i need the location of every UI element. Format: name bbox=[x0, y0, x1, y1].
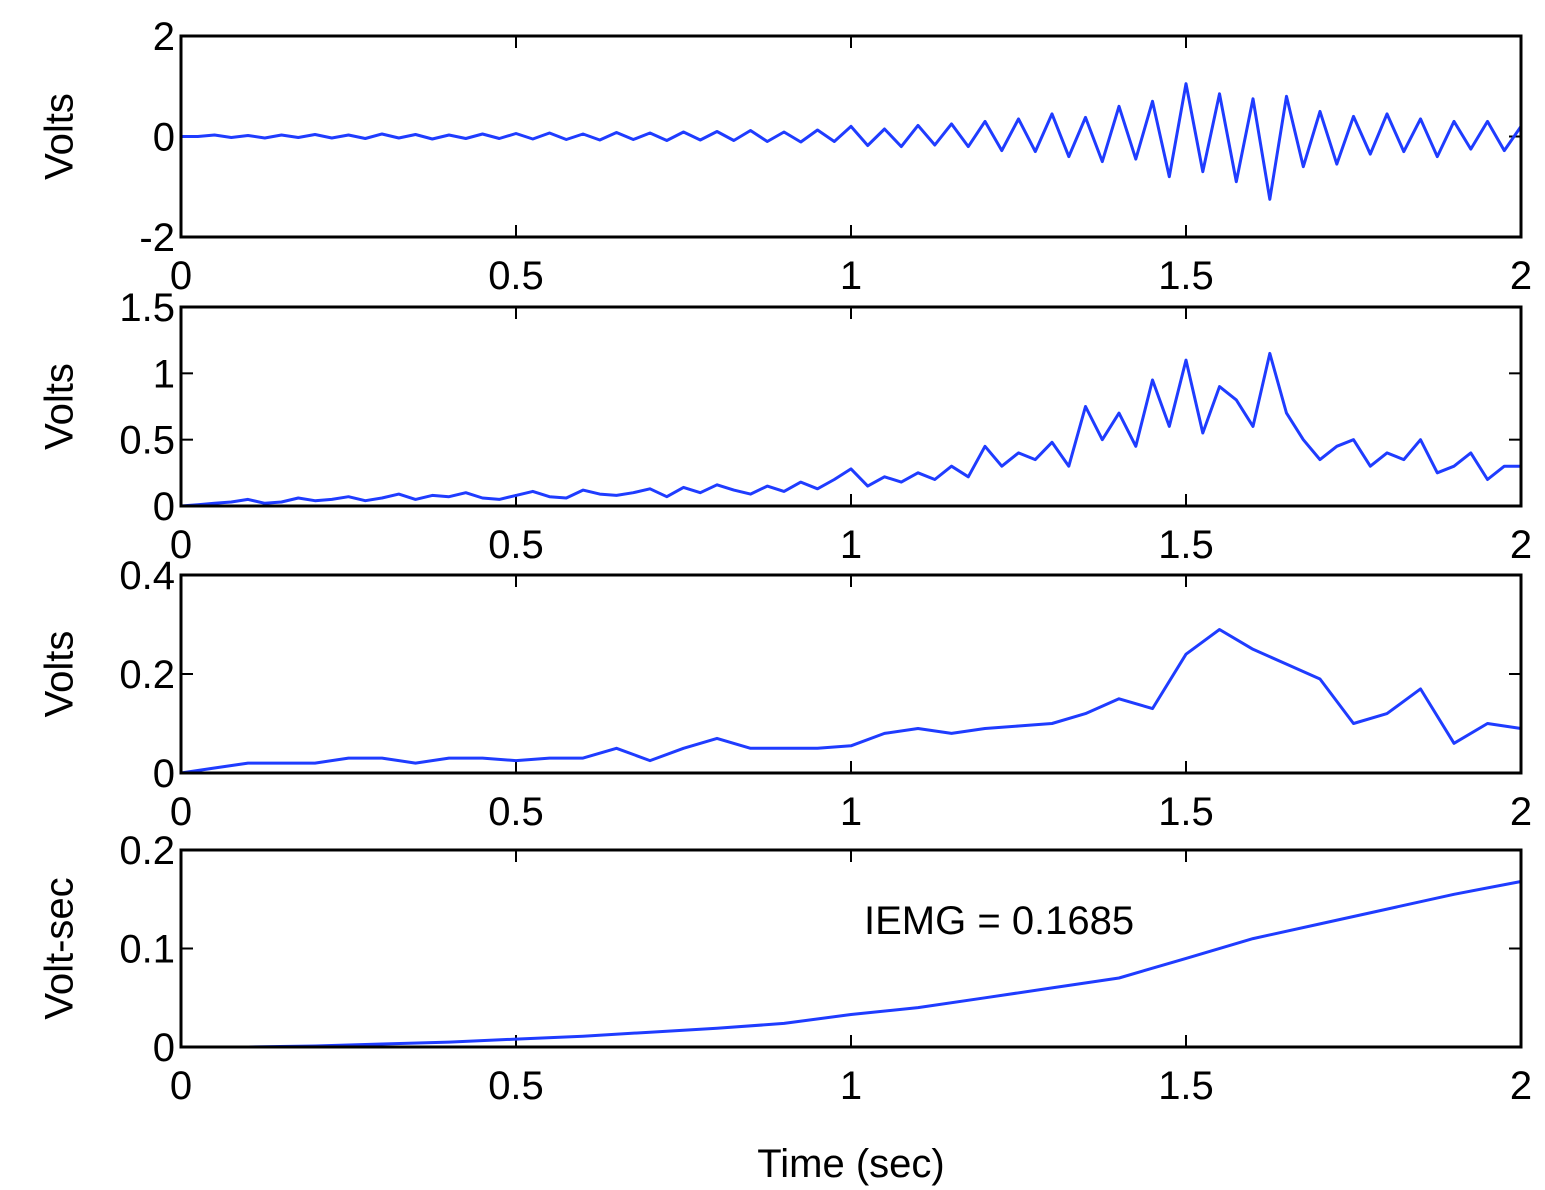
y-tick-label: 0.4 bbox=[119, 554, 175, 598]
x-tick-label: 1 bbox=[840, 1064, 862, 1108]
y-tick-label: 0.2 bbox=[119, 829, 175, 873]
y-axis-label: Volts bbox=[38, 631, 82, 718]
y-tick-label: 0 bbox=[153, 752, 175, 796]
x-tick-label: 1.5 bbox=[1158, 1064, 1214, 1108]
x-tick-label: 0 bbox=[170, 254, 192, 298]
x-axis-label: Time (sec) bbox=[757, 1142, 944, 1186]
y-tick-label: 0.1 bbox=[119, 928, 175, 972]
x-tick-label: 2 bbox=[1510, 254, 1532, 298]
y-tick-label: 1 bbox=[153, 352, 175, 396]
x-tick-label: 0 bbox=[170, 1064, 192, 1108]
x-tick-label: 1.5 bbox=[1158, 254, 1214, 298]
signal-line bbox=[181, 82, 1523, 201]
y-tick-label: 0 bbox=[153, 116, 175, 160]
x-tick-label: 1 bbox=[840, 254, 862, 298]
x-tick-label: 0 bbox=[170, 523, 192, 567]
plot-frame bbox=[179, 305, 1523, 508]
x-tick-label: 0 bbox=[170, 790, 192, 834]
y-tick-label: 1.5 bbox=[119, 286, 175, 330]
plot-frame bbox=[179, 34, 1523, 239]
x-tick-label: 0.5 bbox=[488, 254, 544, 298]
signal-line bbox=[180, 628, 1522, 775]
x-tick-label: 2 bbox=[1510, 1064, 1532, 1108]
y-axis-label: Volt-sec bbox=[38, 877, 82, 1019]
x-tick-label: 2 bbox=[1510, 523, 1532, 567]
y-tick-label: 0 bbox=[153, 1026, 175, 1070]
x-tick-label: 2 bbox=[1510, 790, 1532, 834]
x-tick-label: 0.5 bbox=[488, 790, 544, 834]
x-tick-label: 0.5 bbox=[488, 523, 544, 567]
y-axis-label: Volts bbox=[38, 93, 82, 180]
plot-frame bbox=[179, 573, 1523, 775]
y-tick-label: 0.2 bbox=[119, 653, 175, 697]
x-tick-label: 1 bbox=[840, 523, 862, 567]
x-tick-label: 1.5 bbox=[1158, 523, 1214, 567]
y-axis-label: Volts bbox=[38, 363, 82, 450]
x-tick-label: 0.5 bbox=[488, 1064, 544, 1108]
signal-line bbox=[181, 880, 1522, 1049]
x-tick-label: 1 bbox=[840, 790, 862, 834]
y-tick-label: 0.5 bbox=[119, 419, 175, 463]
plot-frame bbox=[179, 848, 1523, 1049]
y-tick-label: 0 bbox=[153, 485, 175, 529]
x-tick-label: 1.5 bbox=[1158, 790, 1214, 834]
y-tick-label: -2 bbox=[139, 216, 175, 260]
y-tick-label: 2 bbox=[153, 15, 175, 59]
annotation: IEMG = 0.1685 bbox=[864, 899, 1134, 943]
signal-line bbox=[180, 351, 1521, 508]
